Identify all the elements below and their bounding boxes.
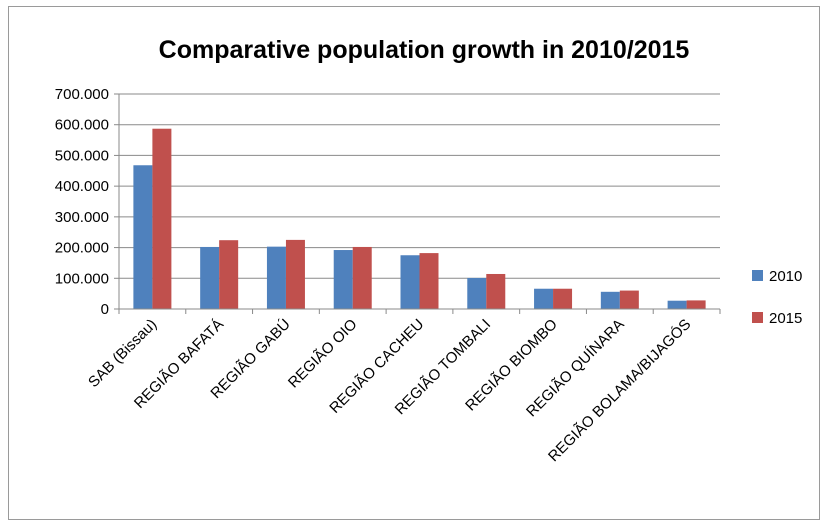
legend-label-2010: 2010 [769, 268, 802, 285]
chart-title: Comparative population growth in 2010/20… [159, 36, 690, 64]
x-tick-label: SAB (Bissau) [85, 316, 160, 391]
legend-swatch-2015 [752, 312, 763, 323]
bar-2015 [486, 273, 506, 309]
bar-2010 [467, 277, 487, 309]
y-tick-label: 600.000 [55, 117, 109, 134]
axes [118, 94, 721, 314]
bars [133, 128, 706, 309]
bar-2015 [285, 239, 305, 309]
bar-2015 [686, 300, 706, 309]
legend-swatch-2010 [752, 270, 763, 281]
bar-2015 [352, 246, 372, 309]
bar-2010 [266, 246, 286, 309]
bar-2010 [534, 288, 554, 309]
bar-2010 [200, 246, 220, 309]
y-tick-label: 700.000 [55, 86, 109, 103]
bar-2015 [152, 128, 172, 309]
y-axis-ticks: 0 100.000 200.000 300.000 400.000 500.000 600.… [55, 86, 109, 318]
bar-2010 [333, 250, 353, 309]
y-tick-label: 100.000 [55, 270, 109, 287]
legend-label-2015: 2015 [769, 310, 802, 327]
bar-2010 [600, 291, 620, 309]
y-tick-label: 300.000 [55, 209, 109, 226]
bar-2015 [553, 288, 573, 309]
bar-2015 [219, 240, 239, 309]
y-tick-label: 400.000 [55, 178, 109, 195]
y-tick-label: 0 [101, 301, 109, 318]
bar-2015 [419, 253, 439, 309]
x-tick-label: REGIÃO OIO [285, 316, 361, 392]
bar-2010 [400, 255, 420, 309]
y-tick-label: 500.000 [55, 147, 109, 164]
legend: 2010 2015 [752, 268, 802, 327]
bar-2010 [133, 165, 153, 309]
y-tick-label: 200.000 [55, 240, 109, 257]
x-tick-label: REGIÃO BOLAMA/BIJAGÓS [545, 316, 694, 465]
bar-2010 [667, 300, 687, 309]
bar-2015 [619, 290, 639, 309]
